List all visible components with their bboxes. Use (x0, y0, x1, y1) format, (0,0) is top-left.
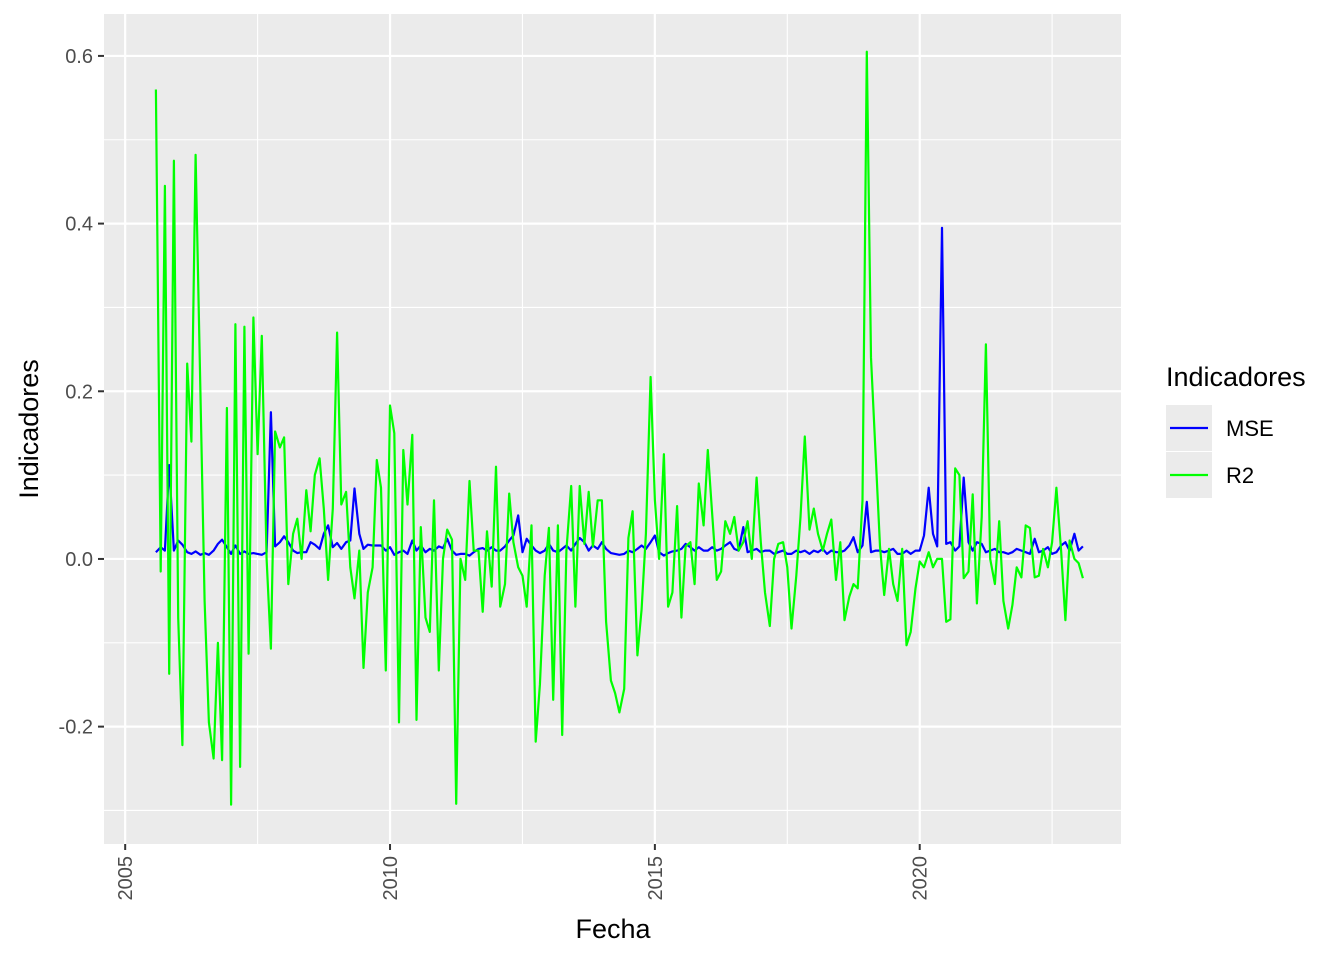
x-tick-label: 2015 (645, 856, 667, 901)
x-tick-label: 2010 (380, 856, 402, 901)
x-tick-label: 2005 (115, 856, 137, 901)
minor-gridlines (104, 14, 1121, 844)
series-line-r2 (154, 50, 1084, 806)
legend-label-mse: MSE (1226, 416, 1274, 441)
y-tick-label: 0.4 (65, 214, 93, 236)
legend-items: MSE R2 (1166, 405, 1274, 498)
y-tick-label: -0.2 (59, 717, 93, 739)
x-axis-title: Fecha (575, 914, 651, 944)
y-axis: -0.2 0.0 0.2 0.4 0.6 (59, 46, 104, 739)
series-layer (154, 50, 1084, 806)
y-tick-label: 0.6 (65, 46, 93, 68)
x-axis: 2005 2010 2015 2020 (115, 844, 932, 901)
legend: Indicadores MSE R2 (1166, 362, 1306, 498)
plot-background (104, 14, 1121, 844)
x-tick-label: 2020 (910, 856, 932, 901)
legend-title: Indicadores (1166, 362, 1306, 392)
y-tick-label: 0.2 (65, 381, 93, 403)
y-tick-label: 0.0 (65, 549, 93, 571)
y-axis-title: Indicadores (14, 359, 44, 499)
legend-label-r2: R2 (1226, 463, 1254, 488)
series-line-mse (155, 226, 1084, 557)
